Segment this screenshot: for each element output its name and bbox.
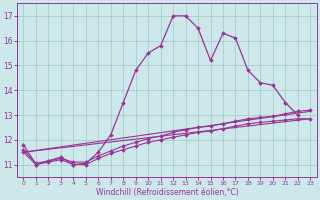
X-axis label: Windchill (Refroidissement éolien,°C): Windchill (Refroidissement éolien,°C)	[96, 188, 238, 197]
